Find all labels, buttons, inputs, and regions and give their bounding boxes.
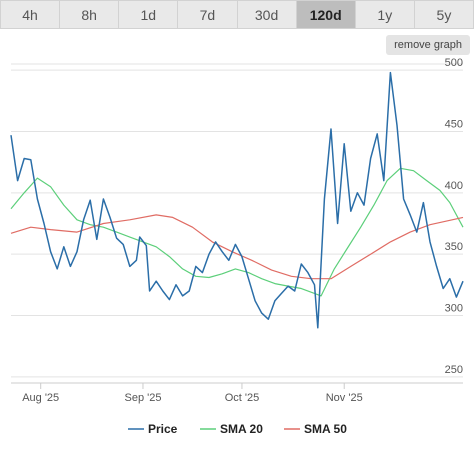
legend-item-price[interactable]: Price bbox=[128, 422, 178, 436]
legend-label: SMA 50 bbox=[304, 422, 347, 436]
chart-series bbox=[10, 71, 464, 329]
x-tick-label: Aug '25 bbox=[22, 392, 59, 404]
range-tab-7d[interactable]: 7d bbox=[178, 0, 238, 29]
chart-grid bbox=[11, 63, 463, 384]
legend-label: SMA 20 bbox=[220, 422, 263, 436]
range-tab-8h[interactable]: 8h bbox=[60, 0, 120, 29]
y-tick-label: 350 bbox=[445, 241, 463, 253]
y-tick-label: 400 bbox=[445, 180, 463, 192]
x-tick-label: Oct '25 bbox=[225, 392, 260, 404]
range-tab-1y[interactable]: 1y bbox=[355, 0, 415, 29]
range-tab-4h[interactable]: 4h bbox=[0, 0, 61, 29]
y-tick-label: 300 bbox=[445, 303, 463, 315]
range-tab-5y[interactable]: 5y bbox=[414, 0, 474, 29]
y-tick-label: 250 bbox=[445, 364, 463, 376]
series-line-sma-20 bbox=[10, 167, 464, 297]
x-axis-labels: Aug '25 Sep '25 Oct '25 Nov '25 bbox=[22, 383, 363, 404]
range-tab-1d[interactable]: 1d bbox=[119, 0, 179, 29]
legend-item-sma-50[interactable]: SMA 50 bbox=[284, 422, 347, 436]
range-tab-30d[interactable]: 30d bbox=[237, 0, 297, 29]
y-tick-label: 500 bbox=[445, 57, 463, 69]
y-axis-labels: 250 300 350 400 450 500 bbox=[445, 57, 463, 376]
x-tick-label: Sep '25 bbox=[124, 392, 161, 404]
chart-legend: Price SMA 20 SMA 50 bbox=[128, 422, 347, 436]
x-tick-label: Nov '25 bbox=[326, 392, 363, 404]
y-tick-label: 450 bbox=[445, 118, 463, 130]
series-line-price bbox=[10, 71, 464, 329]
time-range-selector: 4h 8h 1d 7d 30d 120d 1y 5y bbox=[0, 0, 474, 30]
legend-label: Price bbox=[148, 422, 178, 436]
remove-graph-button[interactable]: remove graph bbox=[386, 35, 470, 55]
range-tab-120d[interactable]: 120d bbox=[296, 0, 356, 29]
legend-item-sma-20[interactable]: SMA 20 bbox=[200, 422, 263, 436]
